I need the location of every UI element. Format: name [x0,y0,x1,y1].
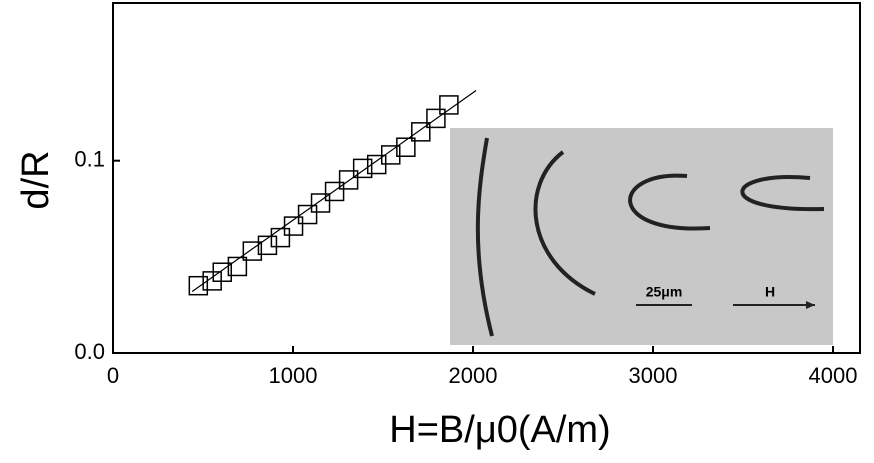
inset-curve [533,150,596,296]
y-tick-label: 0.0 [74,339,105,364]
data-point [411,122,431,142]
data-point [257,235,278,256]
fit-line [191,90,477,292]
data-point [270,227,291,248]
data-point [352,158,373,179]
x-tick-label: 0 [107,363,119,388]
x-axis-label: H=B/μ0(A/m) [389,409,610,451]
field-label: H [765,284,775,300]
x-tick-label: 1000 [269,363,318,388]
data-point [439,95,459,115]
y-tick-label: 0.1 [74,147,105,172]
inset-curve [740,175,825,212]
inset-background [450,128,833,345]
data-point [242,241,263,261]
data-point [297,204,318,225]
inset-image: 25μm H [450,128,833,345]
data-point [426,108,446,129]
inset-curve [475,137,494,337]
x-tick-label: 2000 [449,363,498,388]
scale-label: 25μm [646,284,683,300]
data-point [380,145,401,165]
x-tick-label: 3000 [629,363,678,388]
y-axis-label: d/R [15,150,57,209]
arrow-head [806,301,815,309]
data-point [212,262,233,282]
data-point [338,170,359,190]
data-point [310,193,331,213]
inset-curve [628,173,711,231]
plot-frame [112,2,861,354]
x-tick-label: 4000 [809,363,858,388]
data-point [324,181,345,202]
data-point [188,275,209,296]
